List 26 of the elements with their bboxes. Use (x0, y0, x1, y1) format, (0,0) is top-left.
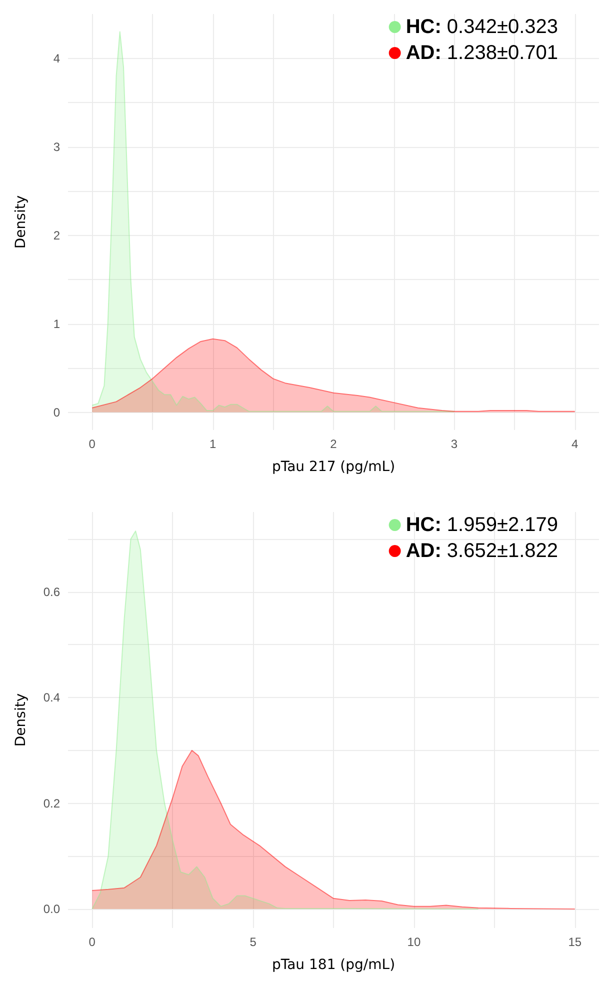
legend-label: AD: 1.238±0.701 (406, 42, 558, 64)
legend-label: AD: 3.652±1.822 (406, 540, 558, 562)
x-tick-label: 15 (568, 935, 582, 949)
y-tick-label: 0.6 (43, 584, 60, 599)
x-axis-title: pTau 181 (pg/mL) (272, 957, 396, 973)
y-axis-title: Density (13, 195, 29, 249)
y-tick-label: 2 (53, 228, 60, 242)
x-tick-label: 10 (407, 935, 421, 949)
y-tick-label: 0.2 (43, 796, 60, 810)
x-tick-label: 1 (209, 437, 216, 451)
y-tick-label: 4 (53, 51, 60, 66)
legend-label: HC: 0.342±0.323 (406, 16, 558, 38)
x-tick-label: 5 (250, 935, 257, 949)
x-tick-label: 2 (330, 437, 338, 451)
y-tick-label: 0.0 (43, 902, 60, 916)
legend-label: HC: 1.959±2.179 (406, 514, 558, 536)
y-tick-label: 3 (53, 140, 60, 154)
x-tick-label: 0 (88, 935, 96, 949)
x-tick-label: 3 (450, 437, 458, 451)
x-tick-label: 0 (88, 437, 96, 451)
x-axis-title: pTau 217 (pg/mL) (272, 459, 396, 475)
y-tick-label: 0 (53, 405, 60, 420)
y-axis-title: Density (13, 693, 29, 747)
x-tick-label: 4 (572, 437, 579, 451)
y-tick-label: 0.4 (43, 690, 60, 705)
y-tick-label: 1 (53, 316, 60, 331)
